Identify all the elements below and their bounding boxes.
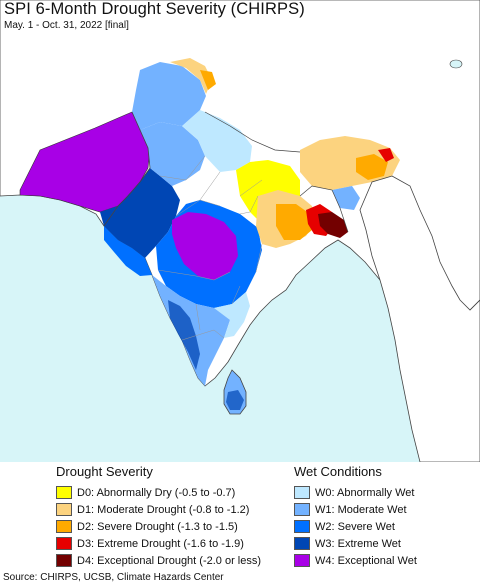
region-bengal-d4 (318, 212, 348, 238)
region-southeast-w0 (214, 292, 250, 338)
legend-label-w4: W4: Exceptional Wet (315, 554, 417, 567)
region-northeast-wet (332, 186, 360, 210)
drought-map (0, 0, 480, 462)
legend-item-w2: W2: Severe Wet (294, 518, 417, 535)
legend-label-w2: W2: Severe Wet (315, 520, 395, 533)
legend-swatch-w3 (294, 537, 310, 550)
region-gujarat-w2 (104, 226, 152, 276)
legend-item-w4: W4: Exceptional Wet (294, 552, 417, 569)
legend-swatch-w4 (294, 554, 310, 567)
legend-item-d0: D0: Abnormally Dry (-0.5 to -0.7) (56, 484, 261, 501)
map-panel: SPI 6-Month Drought Severity (CHIRPS) Ma… (0, 0, 480, 462)
legend-wet-heading: Wet Conditions (294, 464, 382, 479)
legend-label-w3: W3: Extreme Wet (315, 537, 401, 550)
legend-wet: Wet Conditions W0: Abnormally Wet W1: Mo… (294, 464, 417, 569)
legend-item-d1: D1: Moderate Drought (-0.8 to -1.2) (56, 501, 261, 518)
legend-swatch-d1 (56, 503, 72, 516)
region-east-d2 (276, 204, 312, 240)
legend-swatch-d2 (56, 520, 72, 533)
legend-item-d3: D3: Extreme Drought (-1.6 to -1.9) (56, 535, 261, 552)
legend: Drought Severity D0: Abnormally Dry (-0.… (0, 462, 480, 568)
legend-item-d2: D2: Severe Drought (-1.3 to -1.5) (56, 518, 261, 535)
border-india-pakistan (103, 111, 151, 227)
region-central-w4 (172, 212, 238, 280)
region-northeast-d2 (356, 154, 388, 180)
state-borders (157, 155, 263, 341)
legend-item-w0: W0: Abnormally Wet (294, 484, 417, 501)
legend-swatch-d3 (56, 537, 72, 550)
legend-label-d4: D4: Exceptional Drought (-2.0 or less) (77, 554, 262, 567)
legend-swatch-w0 (294, 486, 310, 499)
map-title: SPI 6-Month Drought Severity (CHIRPS) (4, 0, 305, 18)
legend-label-d1: D1: Moderate Drought (-0.8 to -1.2) (77, 503, 250, 516)
land-myanmar (359, 175, 480, 462)
legend-item-w3: W3: Extreme Wet (294, 535, 417, 552)
lake (449, 59, 463, 69)
region-northeast-d3 (378, 148, 394, 162)
source-credit: Source: CHIRPS, UCSB, Climate Hazards Ce… (3, 572, 224, 583)
legend-label-w0: W0: Abnormally Wet (315, 486, 415, 499)
legend-swatch-d0 (56, 486, 72, 499)
region-south-w3 (168, 300, 200, 370)
legend-swatch-w2 (294, 520, 310, 533)
region-himalaya-d2 (200, 70, 216, 90)
legend-drought-heading: Drought Severity (56, 464, 153, 479)
legend-label-d2: D2: Severe Drought (-1.3 to -1.5) (77, 520, 238, 533)
sri-lanka-wet (226, 390, 244, 410)
region-kashmir-w1 (132, 62, 206, 130)
legend-label-d0: D0: Abnormally Dry (-0.5 to -0.7) (77, 486, 236, 499)
border-india-nepal (204, 111, 301, 153)
region-north-w0 (182, 110, 252, 172)
legend-drought: Drought Severity D0: Abnormally Dry (-0.… (56, 464, 261, 569)
map-subtitle: May. 1 - Oct. 31, 2022 [final] (4, 20, 129, 31)
legend-label-d3: D3: Extreme Drought (-1.6 to -1.9) (77, 537, 244, 550)
legend-swatch-w1 (294, 503, 310, 516)
legend-swatch-d4 (56, 554, 72, 567)
legend-item-d4: D4: Exceptional Drought (-2.0 or less) (56, 552, 261, 569)
border-bangladesh (299, 185, 349, 233)
region-rajasthan-w1 (140, 122, 205, 186)
region-northwest-w3 (100, 168, 180, 258)
region-himalaya-d1 (170, 58, 212, 94)
legend-label-w1: W1: Moderate Wet (315, 503, 407, 516)
legend-item-w1: W1: Moderate Wet (294, 501, 417, 518)
region-pakistan-w4 (19, 111, 151, 213)
